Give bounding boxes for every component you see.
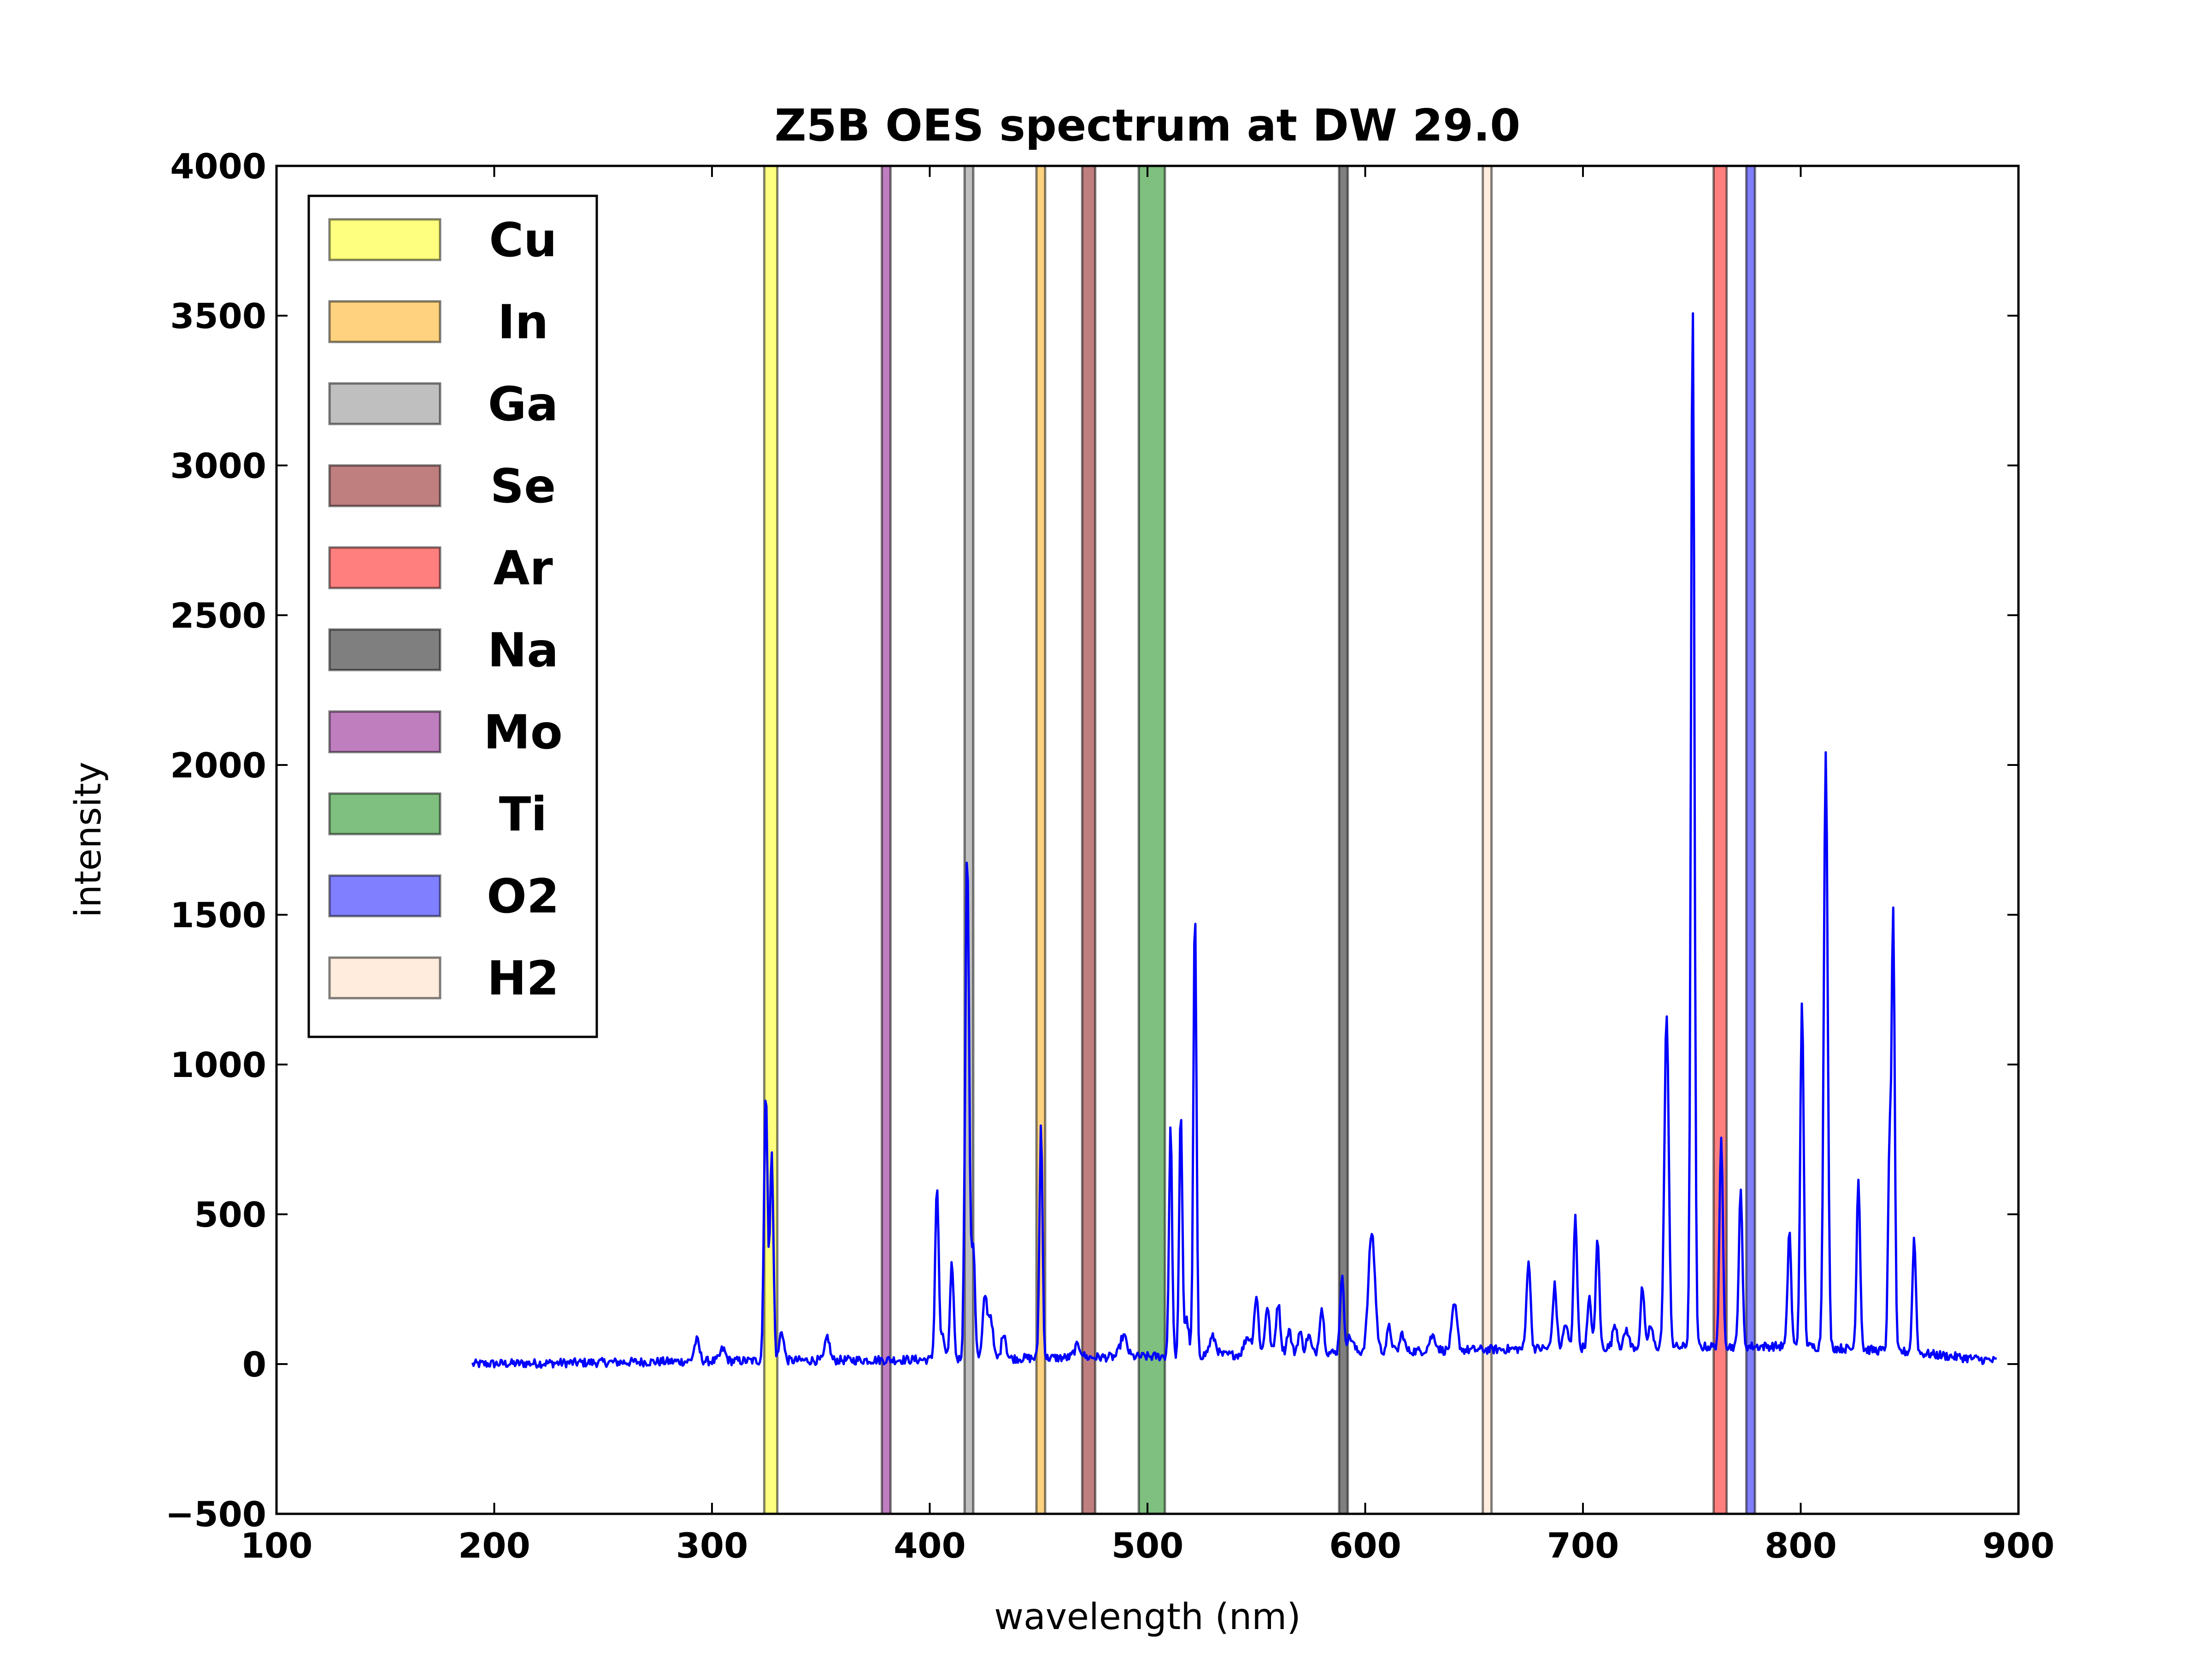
spectrum-line: [471, 312, 1997, 1369]
x-tick-label: 400: [894, 1525, 966, 1566]
legend-swatch-h2: [328, 956, 441, 1000]
legend-swatch-o2: [328, 874, 441, 918]
legend-swatch-mo: [328, 710, 441, 753]
legend-swatch-ti: [328, 792, 441, 835]
band-o2: [1745, 165, 1756, 1515]
y-tick-label: 2500: [170, 595, 266, 636]
x-tick-label: 500: [1112, 1525, 1184, 1566]
y-tick-label: 3500: [170, 296, 266, 336]
legend-label-ti: Ti: [499, 787, 547, 842]
x-tick-label: 800: [1765, 1525, 1837, 1566]
band-mo: [881, 165, 892, 1515]
y-tick-label: 4000: [170, 146, 266, 187]
legend-swatch-cu: [328, 218, 441, 261]
legend-swatch-in: [328, 300, 441, 343]
legend-label-h2: H2: [487, 951, 559, 1006]
y-tick-label: 1500: [170, 895, 266, 935]
band-ti: [1137, 165, 1166, 1515]
legend-label-o2: O2: [487, 869, 559, 924]
x-tick-label: 200: [458, 1525, 530, 1566]
legend: Cu In Ga Se Ar Na Mo Ti O2 H2: [307, 194, 598, 1038]
y-tick-label: 1000: [170, 1045, 266, 1085]
legend-swatch-ar: [328, 546, 441, 589]
legend-label-ar: Ar: [493, 541, 553, 596]
x-tick-label: 900: [1983, 1525, 2055, 1566]
y-tick-label: 3000: [170, 446, 266, 486]
x-tick-label: 100: [241, 1525, 313, 1566]
legend-swatch-ga: [328, 382, 441, 425]
x-tick-label: 700: [1547, 1525, 1619, 1566]
band-se: [1081, 165, 1097, 1515]
legend-label-mo: Mo: [483, 705, 563, 760]
x-tick-label: 300: [676, 1525, 748, 1566]
legend-label-cu: Cu: [489, 213, 557, 268]
chart-title: Z5B OES spectrum at DW 29.0: [775, 100, 1521, 151]
y-tick-label: 2000: [170, 745, 266, 786]
legend-label-na: Na: [488, 623, 559, 678]
spectrum-series: [471, 312, 1997, 1369]
y-tick-label: 0: [242, 1344, 266, 1385]
legend-swatch-na: [328, 628, 441, 671]
y-axis-label: intensity: [68, 762, 109, 918]
x-tick-label: 600: [1329, 1525, 1401, 1566]
legend-label-ga: Ga: [488, 377, 559, 432]
legend-label-in: In: [498, 295, 549, 350]
y-axis-ticks: −500 0 500 1000 1500 2000 2500 3000 3500 4000: [165, 146, 2018, 1535]
x-axis-label: wavelength (nm): [994, 1596, 1300, 1638]
y-tick-label: 500: [194, 1194, 266, 1235]
legend-label-se: Se: [490, 459, 556, 514]
band-h2: [1482, 165, 1493, 1515]
legend-swatch-se: [328, 464, 441, 507]
band-ga: [963, 165, 975, 1515]
y-tick-label: −500: [165, 1494, 266, 1535]
x-axis-ticks: 100 200 300 400 500 600 700 800 900: [241, 166, 2055, 1566]
